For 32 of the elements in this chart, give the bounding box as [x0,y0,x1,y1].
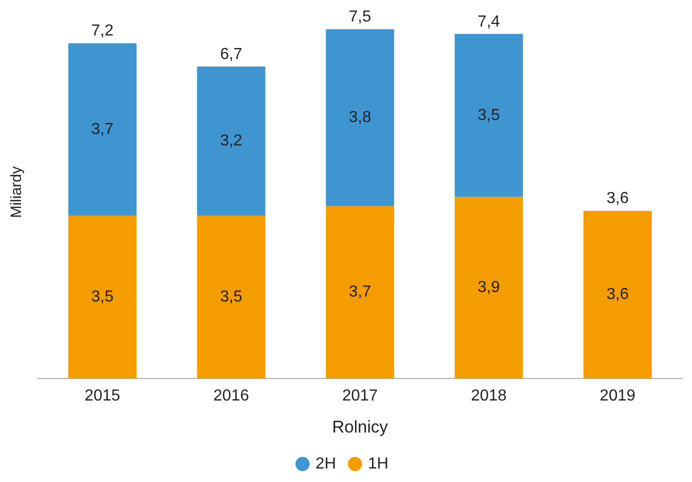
bar [68,215,137,378]
total-label: 7,4 [478,13,500,30]
bar [454,34,523,197]
bar [583,210,652,378]
x-tick-label: 2019 [600,387,636,404]
data-label: 3,7 [91,120,114,138]
bar [326,206,394,378]
data-label: 3,8 [348,109,372,126]
bar [197,66,266,216]
bar [68,43,137,216]
x-axis-title: Rolnicy [332,417,388,436]
x-tick-label: 2018 [471,387,507,404]
data-label: 3,6 [606,286,629,304]
bar [454,196,523,378]
total-label: 7,2 [91,22,114,40]
bar [197,215,266,378]
legend-label: 1H [368,455,388,472]
x-tick-label: 2015 [84,387,120,404]
x-tick-label: 2016 [213,387,250,404]
data-label: 3,5 [478,106,500,124]
data-label: 3,7 [348,284,372,301]
x-tick-label: 2017 [342,387,378,404]
data-label: 3,2 [220,132,242,150]
total-label: 6,7 [220,46,242,63]
legend-label: 2H [316,455,336,472]
total-label: 7,5 [348,8,372,26]
data-label: 3,9 [478,279,500,296]
y-axis-title: Miliardy [8,166,26,218]
data-label: 3,5 [220,288,242,306]
data-label: 3,5 [91,288,114,306]
total-label: 3,6 [606,190,629,208]
bar [326,29,394,206]
